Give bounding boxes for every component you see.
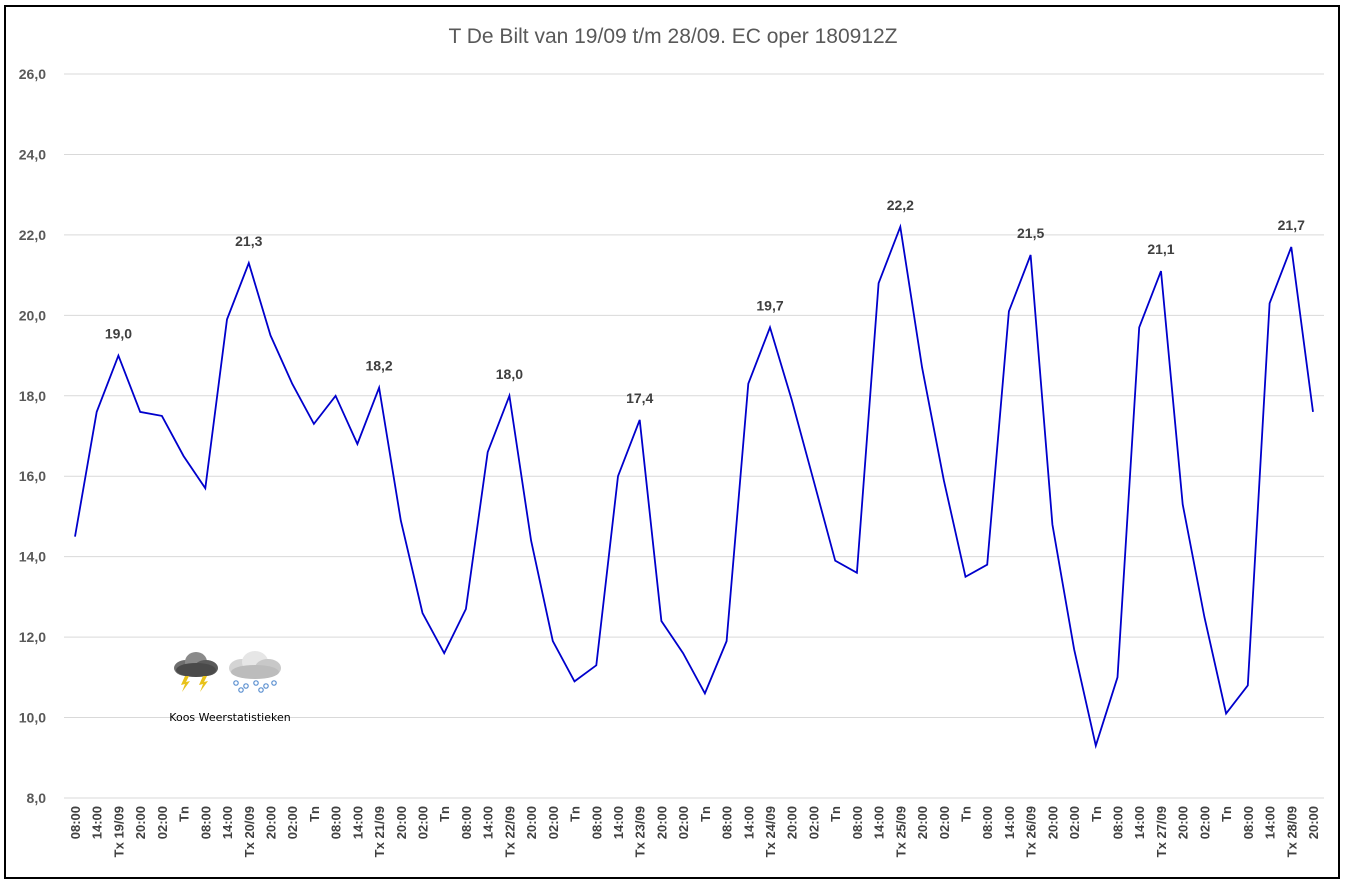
x-tick-label: Tx 24/09: [763, 806, 778, 857]
data-label: 21,7: [1278, 217, 1305, 233]
x-tick-label: Tx 19/09: [111, 806, 126, 857]
x-tick-label: 20:00: [394, 806, 409, 839]
data-label: 17,4: [626, 390, 653, 406]
x-tick-label: Tx 25/09: [893, 806, 908, 857]
y-tick-label: 10,0: [19, 710, 46, 726]
x-tick-label: 14:00: [741, 806, 756, 839]
x-tick-label: 02:00: [806, 806, 821, 839]
y-tick-label: 26,0: [19, 66, 46, 82]
x-tick-label: Tx 28/09: [1284, 806, 1299, 857]
x-tick-label: Tx 20/09: [242, 806, 257, 857]
x-tick-label: 20:00: [1306, 806, 1321, 839]
x-tick-label: Tn: [958, 806, 973, 822]
x-tick-label: 20:00: [654, 806, 669, 839]
watermark: Koos Weerstatistieken: [169, 651, 291, 724]
x-tick-label: 14:00: [1263, 806, 1278, 839]
y-axis-ticks: 8,0 10,0 12,0 14,0 16,0 18,0 20,0 22,0 24,0 26,0: [19, 66, 46, 806]
y-tick-label: 24,0: [19, 146, 46, 162]
x-tick-label: 08:00: [1241, 806, 1256, 839]
gridlines: [64, 73, 1324, 799]
x-tick-label: Tn: [177, 806, 192, 822]
x-tick-label: 14:00: [1132, 806, 1147, 839]
series-line: [74, 223, 1314, 750]
x-tick-label: 08:00: [198, 806, 213, 839]
snow-cloud-icon: [229, 651, 281, 693]
x-tick-label: 02:00: [546, 806, 561, 839]
x-tick-label: 08:00: [589, 806, 604, 839]
data-label: 21,1: [1147, 241, 1174, 257]
data-label: 21,5: [1017, 225, 1044, 241]
x-tick-label: 02:00: [285, 806, 300, 839]
x-tick-label: 20:00: [1176, 806, 1191, 839]
x-tick-label: Tn: [828, 806, 843, 822]
x-tick-label: 14:00: [1002, 806, 1017, 839]
data-label: 18,0: [496, 366, 523, 382]
x-tick-label: Tx 22/09: [502, 806, 517, 857]
watermark-text: Koos Weerstatistieken: [169, 711, 290, 724]
x-tick-label: 02:00: [937, 806, 952, 839]
x-tick-label: 14:00: [220, 806, 235, 839]
x-tick-label: Tn: [698, 806, 713, 822]
y-tick-label: 20,0: [19, 307, 46, 323]
x-tick-label: 14:00: [481, 806, 496, 839]
x-tick-label: 20:00: [263, 806, 278, 839]
x-tick-label: 02:00: [1067, 806, 1082, 839]
data-label: 18,2: [365, 358, 392, 374]
x-tick-label: 08:00: [980, 806, 995, 839]
x-axis-ticks: 08:00 14:00 Tx 19/09 20:00 02:00 Tn 08:00 14:00…: [68, 806, 1321, 857]
y-tick-label: 14,0: [19, 549, 46, 565]
x-tick-label: Tn: [307, 806, 322, 822]
x-tick-label: 02:00: [676, 806, 691, 839]
x-tick-label: Tx 23/09: [633, 806, 648, 857]
x-tick-label: 14:00: [872, 806, 887, 839]
data-label: 22,2: [887, 197, 914, 213]
data-label: 19,7: [756, 297, 783, 313]
x-tick-label: 08:00: [1111, 806, 1126, 839]
data-labels: 19,0 21,3 18,2 18,0 17,4 19,7 22,2 21,5 21,1 21,7: [105, 197, 1305, 406]
x-tick-label: Tn: [1219, 806, 1234, 822]
data-label: 19,0: [105, 326, 132, 342]
x-tick-label: 20:00: [915, 806, 930, 839]
x-tick-label: 14:00: [611, 806, 626, 839]
x-tick-label: Tx 26/09: [1024, 806, 1039, 857]
x-tick-label: 20:00: [524, 806, 539, 839]
x-tick-label: Tn: [568, 806, 583, 822]
x-tick-label: 08:00: [329, 806, 344, 839]
y-tick-label: 12,0: [19, 629, 46, 645]
x-tick-label: Tn: [437, 806, 452, 822]
x-tick-label: 02:00: [155, 806, 170, 839]
x-tick-label: 20:00: [1045, 806, 1060, 839]
x-tick-label: Tx 27/09: [1154, 806, 1169, 857]
chart-frame: [4, 5, 1340, 879]
x-tick-label: Tn: [1089, 806, 1104, 822]
y-tick-label: 8,0: [27, 790, 47, 806]
thunderstorm-cloud-icon: [174, 652, 218, 692]
x-tick-label: 08:00: [68, 806, 83, 839]
y-tick-label: 22,0: [19, 227, 46, 243]
chart-title: T De Bilt van 19/09 t/m 28/09. EC oper 1…: [448, 25, 897, 48]
x-tick-label: 14:00: [90, 806, 105, 839]
x-tick-label: 08:00: [459, 806, 474, 839]
x-tick-label: Tx 21/09: [372, 806, 387, 857]
x-tick-label: 02:00: [1197, 806, 1212, 839]
x-tick-label: 02:00: [416, 806, 431, 839]
data-label: 21,3: [235, 233, 262, 249]
x-tick-label: 08:00: [850, 806, 865, 839]
x-tick-label: 14:00: [350, 806, 365, 839]
x-tick-label: 20:00: [133, 806, 148, 839]
x-tick-label: 20:00: [785, 806, 800, 839]
y-tick-label: 18,0: [19, 388, 46, 404]
x-tick-label: 08:00: [720, 806, 735, 839]
series-line-layer: [74, 223, 1314, 750]
y-tick-label: 16,0: [19, 468, 46, 484]
